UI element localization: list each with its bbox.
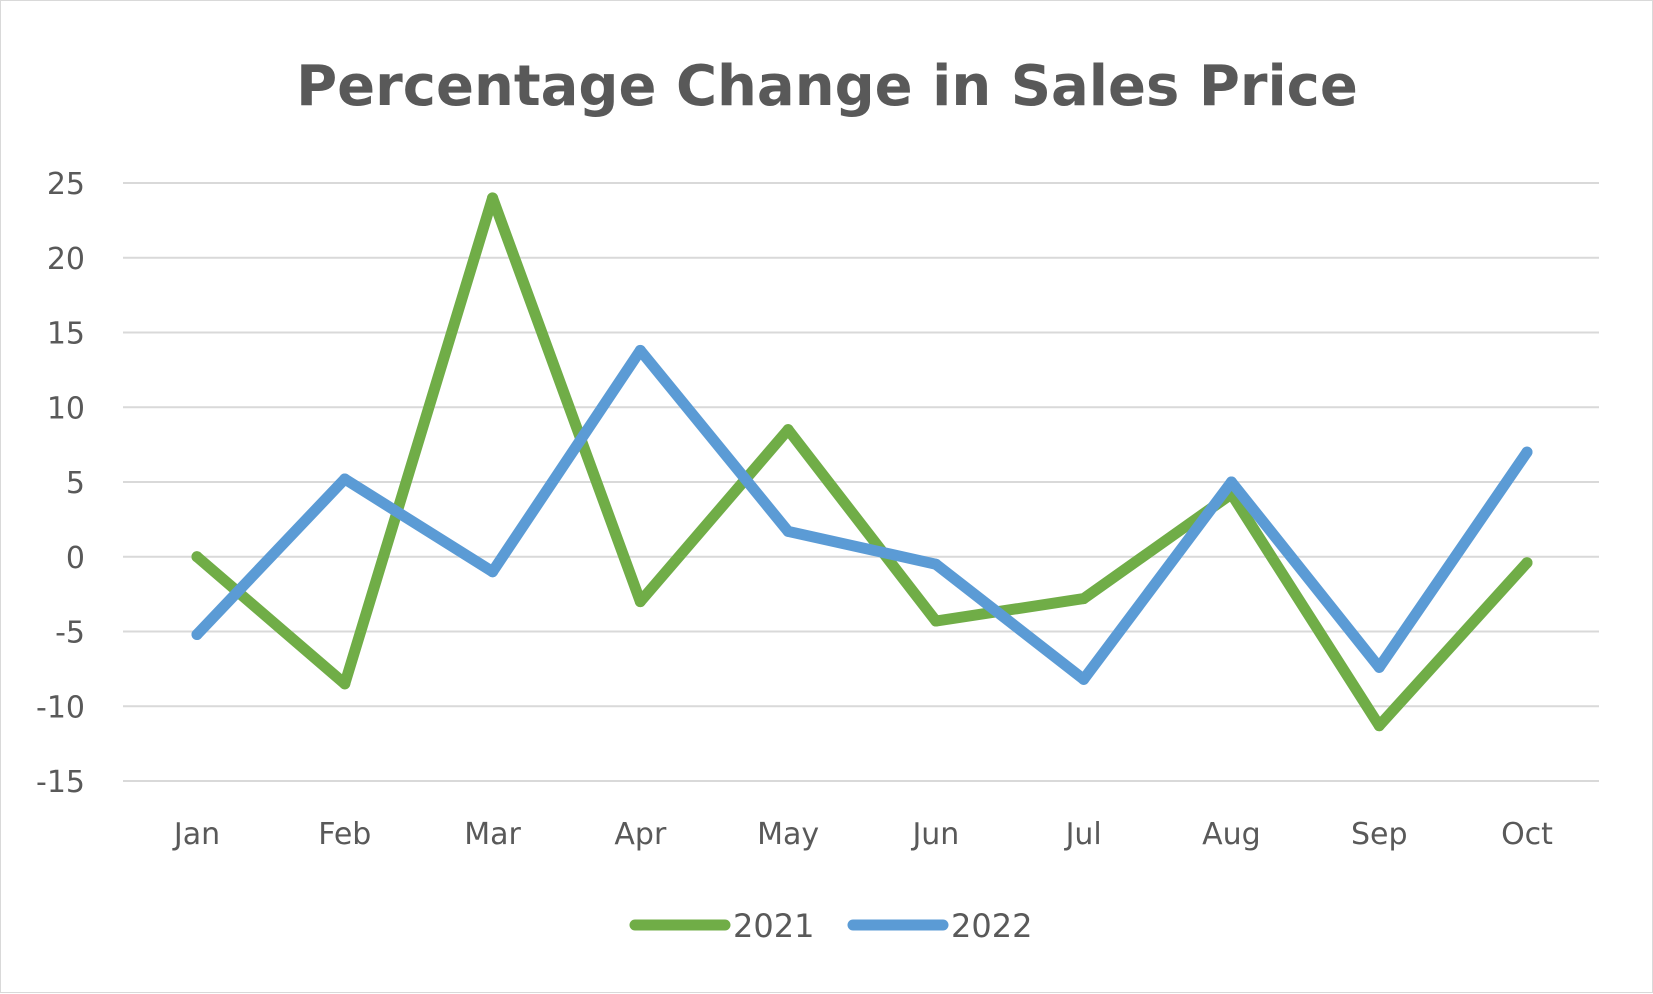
gridlines bbox=[123, 182, 1599, 782]
series-line-2021 bbox=[191, 192, 1533, 732]
x-tick-label: Jul bbox=[1064, 817, 1102, 852]
y-tick-label: 20 bbox=[47, 242, 85, 277]
legend-label-2021: 2021 bbox=[733, 907, 814, 945]
data-point-2022-Oct bbox=[1521, 446, 1533, 458]
y-tick-label: -5 bbox=[55, 616, 85, 651]
y-tick-label: 15 bbox=[47, 317, 85, 352]
data-point-2021-Feb bbox=[339, 678, 351, 690]
x-tick-label: Oct bbox=[1501, 817, 1553, 852]
x-tick-label: Mar bbox=[464, 817, 521, 852]
data-point-2021-Mar bbox=[487, 192, 499, 204]
data-point-2022-Apr bbox=[634, 344, 646, 356]
x-tick-label: May bbox=[757, 817, 819, 852]
data-point-2022-Jun bbox=[930, 558, 942, 570]
chart-title: Percentage Change in Sales Price bbox=[296, 54, 1358, 119]
data-point-2022-Aug bbox=[1225, 476, 1237, 488]
x-tick-label: Jan bbox=[172, 817, 220, 852]
y-tick-label: 0 bbox=[66, 541, 85, 576]
data-point-2021-Oct bbox=[1521, 557, 1533, 569]
data-point-2022-Jan bbox=[191, 628, 203, 640]
x-tick-label: Apr bbox=[614, 817, 667, 852]
x-axis-tick-labels: Jan Feb Mar Apr May Jun Jul Aug Sep Oct bbox=[172, 817, 1553, 852]
data-point-2021-May bbox=[782, 424, 794, 436]
y-tick-label: 5 bbox=[66, 466, 85, 501]
data-point-2022-May bbox=[782, 525, 794, 537]
legend: 2021 2022 bbox=[629, 907, 1032, 945]
x-tick-label: Aug bbox=[1202, 817, 1261, 852]
x-tick-label: Sep bbox=[1351, 817, 1408, 852]
y-tick-label: -10 bbox=[36, 690, 85, 725]
data-point-2022-Jul bbox=[1078, 673, 1090, 685]
x-tick-label: Jun bbox=[910, 817, 959, 852]
data-point-2021-Sep bbox=[1373, 720, 1385, 732]
y-tick-label: 10 bbox=[47, 391, 85, 426]
data-point-2021-Jul bbox=[1078, 593, 1090, 605]
data-point-2022-Sep bbox=[1373, 661, 1385, 673]
y-tick-label: -15 bbox=[36, 765, 85, 800]
legend-label-2022: 2022 bbox=[951, 907, 1032, 945]
y-axis-tick-labels: 25 20 15 10 5 0 -5 -10 -15 bbox=[36, 167, 85, 800]
series-line-2022 bbox=[191, 344, 1533, 685]
data-point-2021-Jun bbox=[930, 615, 942, 627]
data-point-2022-Feb bbox=[339, 473, 351, 485]
data-point-2021-Apr bbox=[634, 596, 646, 608]
data-point-2021-Jan bbox=[191, 551, 203, 563]
y-tick-label: 25 bbox=[47, 167, 85, 202]
x-tick-label: Feb bbox=[318, 817, 371, 852]
series-lines bbox=[191, 192, 1533, 732]
data-point-2022-Mar bbox=[487, 566, 499, 578]
